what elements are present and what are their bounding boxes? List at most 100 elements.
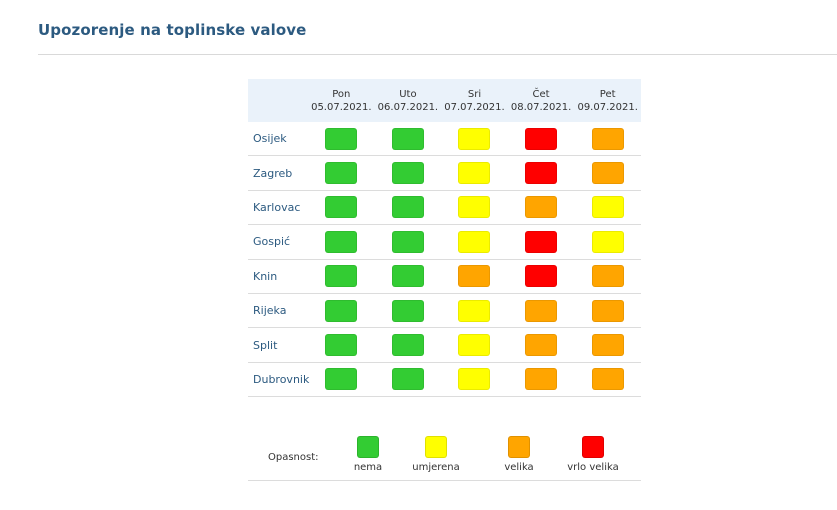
warning-cell xyxy=(441,265,508,288)
warning-cell xyxy=(441,368,508,391)
header-corner xyxy=(248,79,308,122)
legend-swatch xyxy=(582,436,604,458)
warning-level-box xyxy=(391,299,424,322)
table-row: Gospić xyxy=(248,225,641,260)
city-name[interactable]: Karlovac xyxy=(253,200,301,214)
warning-cell xyxy=(508,127,575,150)
city-name[interactable]: Gospić xyxy=(253,235,291,249)
warning-cell xyxy=(574,265,641,288)
warning-cell xyxy=(375,265,442,288)
warning-level-box xyxy=(458,265,491,288)
warning-cell xyxy=(508,196,575,219)
legend-label: Opasnost: xyxy=(268,452,319,463)
warning-level-box xyxy=(591,230,624,253)
city-name[interactable]: Rijeka xyxy=(253,304,287,318)
warning-cell xyxy=(308,265,375,288)
day-name: Uto xyxy=(399,89,417,100)
warning-cell xyxy=(574,334,641,357)
warning-level-box xyxy=(591,127,624,150)
warning-level-box xyxy=(525,334,558,357)
table-body: Osijek Zagreb Karlovac Gospić Knin Rijeka Spli… xyxy=(248,122,641,398)
title-divider xyxy=(38,54,837,55)
legend-swatch xyxy=(508,436,530,458)
warning-level-box xyxy=(525,265,558,288)
day-header: Uto 06.07.2021. xyxy=(375,79,442,122)
warning-cell xyxy=(308,230,375,253)
warning-cell xyxy=(441,162,508,185)
table-row: Zagreb xyxy=(248,156,641,191)
warning-level-box xyxy=(458,162,491,185)
warning-cell xyxy=(441,230,508,253)
day-header: Čet 08.07.2021. xyxy=(508,79,575,122)
warning-cell xyxy=(574,196,641,219)
legend-swatch xyxy=(357,436,379,458)
warning-level-box xyxy=(525,127,558,150)
legend: Opasnost: nema umjerena velika vrlo velika xyxy=(248,430,641,481)
warning-cell xyxy=(308,196,375,219)
day-date: 06.07.2021. xyxy=(377,102,439,113)
warning-cell xyxy=(508,265,575,288)
warning-level-box xyxy=(391,368,424,391)
day-date: 05.07.2021. xyxy=(311,102,372,113)
warning-level-box xyxy=(458,334,491,357)
warning-cell xyxy=(441,196,508,219)
legend-text: umjerena xyxy=(412,462,460,473)
warning-level-box xyxy=(525,368,558,391)
legend-text: nema xyxy=(353,462,383,473)
warning-cell xyxy=(375,196,442,219)
warning-cell xyxy=(375,368,442,391)
day-date: 09.07.2021. xyxy=(577,102,638,113)
table-row: Karlovac xyxy=(248,191,641,226)
warning-cell xyxy=(375,334,442,357)
warning-level-box xyxy=(325,162,358,185)
warning-level-box xyxy=(391,334,424,357)
warning-cell xyxy=(574,127,641,150)
warning-cell xyxy=(308,334,375,357)
warning-level-box xyxy=(325,230,358,253)
warning-cell xyxy=(441,127,508,150)
warning-cell xyxy=(308,299,375,322)
city-name[interactable]: Knin xyxy=(253,269,278,283)
warning-cell xyxy=(375,299,442,322)
legend-item: velika xyxy=(484,436,554,473)
legend-text: vrlo velika xyxy=(567,462,619,473)
warning-level-box xyxy=(591,368,624,391)
legend-text: velika xyxy=(504,462,534,473)
day-date: 08.07.2021. xyxy=(510,102,572,113)
warning-cell xyxy=(375,230,442,253)
warning-cell xyxy=(574,162,641,185)
warning-cell xyxy=(308,162,375,185)
day-header: Pon 05.07.2021. xyxy=(308,79,375,122)
warning-level-box xyxy=(391,162,424,185)
table-row: Knin xyxy=(248,260,641,294)
city-name[interactable]: Split xyxy=(253,338,278,352)
day-name: Čet xyxy=(532,89,550,100)
warning-level-box xyxy=(325,127,358,150)
city-name[interactable]: Osijek xyxy=(253,132,287,146)
warning-level-box xyxy=(458,299,491,322)
city-name[interactable]: Dubrovnik xyxy=(253,372,310,386)
warning-cell xyxy=(508,230,575,253)
city-name[interactable]: Zagreb xyxy=(253,166,293,180)
warning-cell xyxy=(441,334,508,357)
warning-cell xyxy=(574,368,641,391)
table-row: Rijeka xyxy=(248,294,641,329)
warning-level-box xyxy=(325,196,358,219)
legend-item: umjerena xyxy=(401,436,471,473)
warning-level-box xyxy=(458,196,491,219)
warning-cell xyxy=(375,162,442,185)
warning-cell xyxy=(375,127,442,150)
day-name: Pet xyxy=(599,89,616,100)
warning-level-box xyxy=(525,230,558,253)
page-title: Upozorenje na toplinske valove xyxy=(38,21,307,39)
warning-cell xyxy=(441,299,508,322)
warning-cell xyxy=(508,368,575,391)
warning-cell xyxy=(508,299,575,322)
warning-level-box xyxy=(591,299,624,322)
day-header: Sri 07.07.2021. xyxy=(441,79,508,122)
heatwave-table: Pon 05.07.2021. Uto 06.07.2021. Sri 07.0… xyxy=(248,79,641,398)
warning-cell xyxy=(574,299,641,322)
legend-swatch xyxy=(425,436,447,458)
warning-level-box xyxy=(591,334,624,357)
warning-level-box xyxy=(391,127,424,150)
